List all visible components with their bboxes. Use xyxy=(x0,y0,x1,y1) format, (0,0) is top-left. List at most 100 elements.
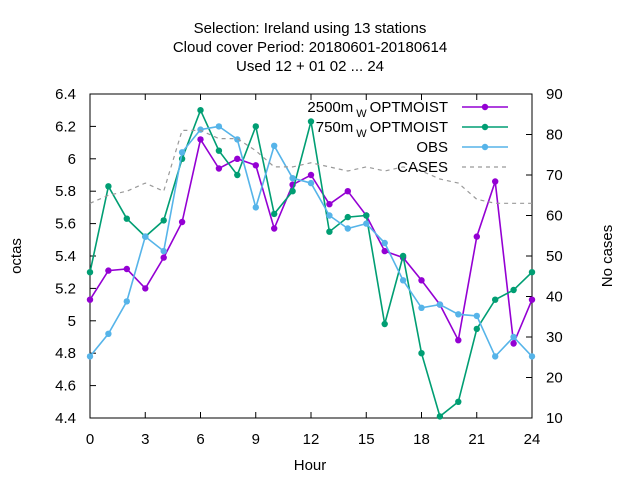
x-axis-ticks: 0 3 6 9 12 15 18 21 24 xyxy=(86,94,541,448)
legend-item: 2500m W OPTMOIST xyxy=(307,99,508,120)
data-point xyxy=(307,171,315,179)
x-tick-label: 18 xyxy=(413,431,430,448)
data-point xyxy=(160,254,167,261)
y2-tick-label: 70 xyxy=(546,167,563,184)
y2-axis-ticks: 10 20 30 40 50 60 70 80 90 xyxy=(526,86,563,427)
legend-item: OBS xyxy=(416,139,508,156)
y2-axis-label: No cases xyxy=(599,225,616,288)
legend-label: 2500m W OPTMOIST xyxy=(307,99,448,120)
x-tick-label: 9 xyxy=(252,431,260,448)
data-point xyxy=(418,350,425,357)
y-tick-label: 5.6 xyxy=(55,216,76,233)
data-point xyxy=(307,179,315,187)
series-line xyxy=(89,125,533,358)
data-point xyxy=(436,413,444,420)
data-point xyxy=(455,311,462,318)
legend-marker xyxy=(481,143,489,151)
title-line-2: Cloud cover Period: 20180601-20180614 xyxy=(173,39,447,56)
data-point xyxy=(510,286,517,294)
data-point xyxy=(86,269,94,276)
data-point xyxy=(178,218,186,226)
data-point xyxy=(234,171,241,179)
x-tick-label: 24 xyxy=(524,431,541,448)
data-point xyxy=(252,162,259,169)
y-tick-label: 5.8 xyxy=(55,183,76,200)
data-point xyxy=(399,252,407,260)
data-point xyxy=(528,353,536,360)
data-point xyxy=(197,136,204,143)
x-tick-label: 6 xyxy=(196,431,204,448)
legend-marker xyxy=(481,103,489,111)
y2-tick-label: 40 xyxy=(546,289,563,306)
y2-tick-label: 90 xyxy=(546,86,563,103)
data-point xyxy=(363,220,370,227)
y-tick-label: 4.8 xyxy=(55,345,76,362)
data-point xyxy=(234,155,241,162)
legend-label-name: OBS xyxy=(416,139,448,156)
legend-label-subscript: W xyxy=(356,108,367,120)
data-point xyxy=(142,233,149,240)
legend-label: OBS xyxy=(416,139,448,156)
legend-item: CASES xyxy=(397,159,508,176)
data-point xyxy=(363,212,370,219)
data-point xyxy=(436,301,444,308)
data-point xyxy=(418,304,425,311)
y-tick-label: 6.4 xyxy=(55,86,76,103)
y-tick-label: 6 xyxy=(68,151,76,168)
legend-label-name: CASES xyxy=(397,159,448,176)
legend-item: 750m W OPTMOIST xyxy=(316,119,508,140)
data-point xyxy=(289,175,296,182)
data-point xyxy=(528,269,536,276)
legend-label: 750m W OPTMOIST xyxy=(316,119,448,140)
data-point xyxy=(197,107,204,114)
data-point xyxy=(271,225,278,232)
series-2500m xyxy=(86,136,536,347)
data-point xyxy=(123,298,130,305)
data-point xyxy=(215,165,223,172)
data-point xyxy=(86,353,94,360)
data-point xyxy=(455,398,462,405)
title-line-3: Used 12 + 01 02 ... 24 xyxy=(236,58,384,75)
legend-marker xyxy=(481,123,489,131)
x-tick-label: 21 xyxy=(468,431,485,448)
legend-label-name: 750m xyxy=(316,119,354,136)
data-point xyxy=(252,204,259,211)
data-point xyxy=(326,228,333,235)
data-point xyxy=(307,118,315,125)
y-tick-label: 4.4 xyxy=(55,410,76,427)
data-point xyxy=(160,217,167,224)
data-point xyxy=(492,296,499,303)
data-point xyxy=(123,265,130,273)
data-point xyxy=(381,247,388,255)
series-750m xyxy=(86,107,536,420)
y2-tick-label: 80 xyxy=(546,127,563,144)
data-point xyxy=(178,149,186,156)
y2-tick-label: 30 xyxy=(546,329,563,346)
data-point xyxy=(326,212,333,219)
data-point xyxy=(215,123,223,130)
data-point xyxy=(105,183,112,190)
y-axis-label: octas xyxy=(8,238,25,274)
data-point xyxy=(473,233,480,240)
data-point xyxy=(271,210,278,218)
legend-label-subscript: W xyxy=(356,128,367,140)
series-layer xyxy=(86,107,536,420)
data-point xyxy=(105,267,112,274)
data-point xyxy=(381,239,388,247)
data-point xyxy=(289,188,296,195)
data-point xyxy=(510,340,517,347)
data-point xyxy=(234,136,241,143)
data-point xyxy=(123,215,130,222)
y2-tick-label: 50 xyxy=(546,248,563,265)
data-point xyxy=(492,353,499,360)
data-point xyxy=(271,142,278,149)
y-axis-ticks: 4.4 4.6 4.8 5 5.2 5.4 5.6 5.8 6 6.2 6.4 xyxy=(55,86,96,427)
data-point xyxy=(326,201,333,208)
title-line-1: Selection: Ireland using 13 stations xyxy=(194,20,427,37)
series-line xyxy=(89,137,533,347)
y-tick-label: 5.2 xyxy=(55,280,76,297)
y-tick-label: 4.6 xyxy=(55,378,76,395)
data-point xyxy=(160,247,167,255)
